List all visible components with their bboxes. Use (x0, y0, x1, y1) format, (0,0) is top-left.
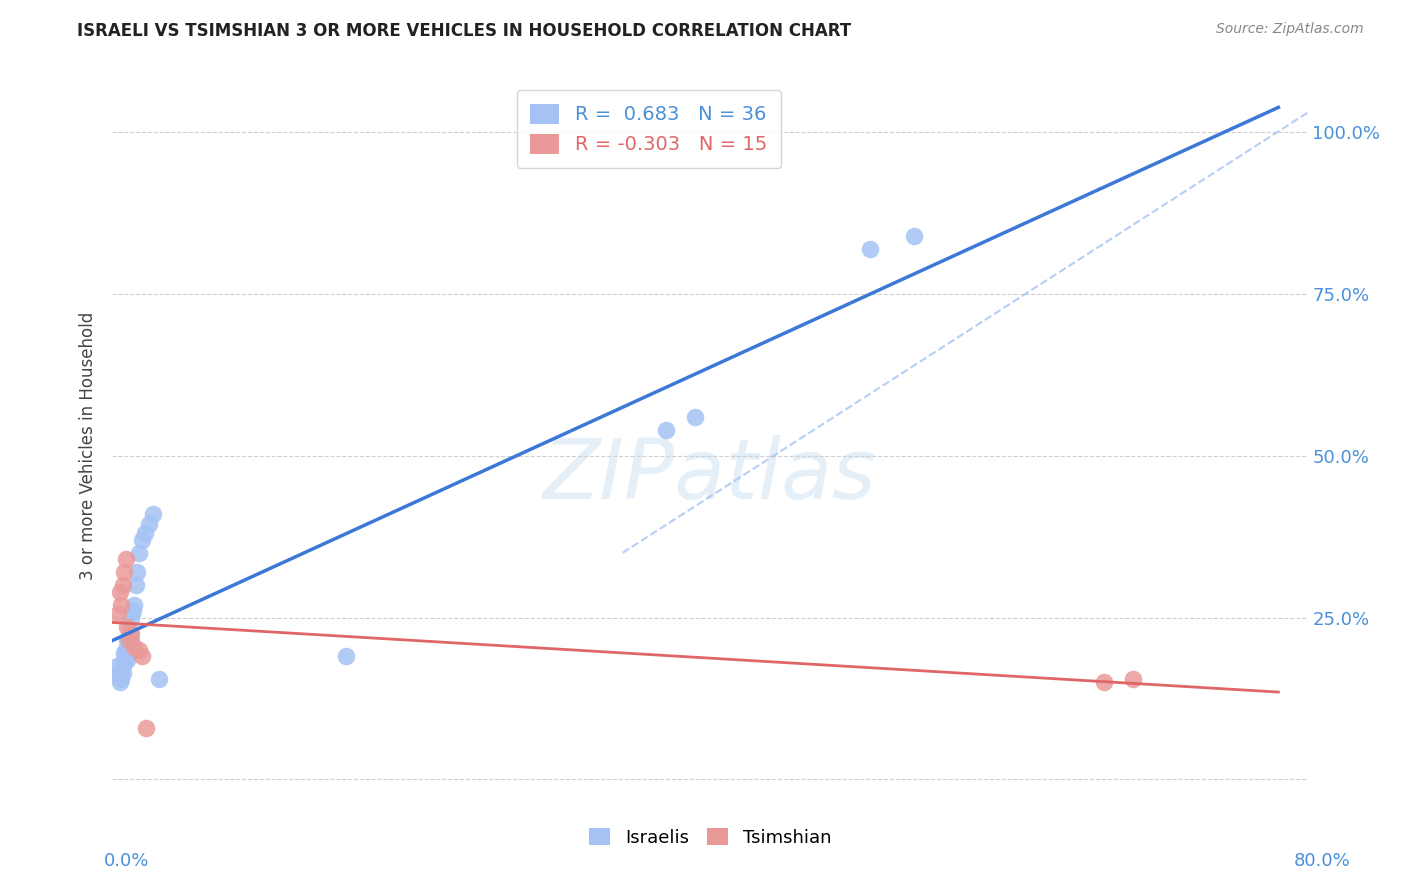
Point (112, 566, 135, 580)
Point (108, 669, 131, 683)
Point (118, 624, 141, 638)
Point (135, 721, 157, 735)
Point (138, 516, 160, 531)
Point (859, 242, 882, 256)
Text: 0.0%: 0.0% (104, 852, 149, 870)
Point (114, 552, 136, 566)
Point (110, 672, 132, 686)
Point (115, 633, 138, 648)
Point (124, 640, 146, 654)
Text: ZIPatlas: ZIPatlas (543, 434, 877, 516)
Point (117, 633, 139, 648)
Point (115, 652, 138, 666)
Point (111, 659, 134, 673)
Point (148, 672, 170, 686)
Point (124, 598, 146, 612)
Point (114, 646, 136, 660)
Legend: Israelis, Tsimshian: Israelis, Tsimshian (582, 822, 838, 854)
Point (128, 643, 150, 657)
Point (110, 598, 132, 612)
Text: Source: ZipAtlas.com: Source: ZipAtlas.com (1216, 22, 1364, 37)
Point (112, 646, 135, 660)
Point (118, 626, 141, 640)
Point (127, 566, 149, 580)
Point (108, 584, 131, 599)
Point (108, 675, 131, 690)
Point (117, 630, 139, 644)
Point (128, 546, 150, 560)
Y-axis label: 3 or more Vehicles in Household: 3 or more Vehicles in Household (79, 312, 97, 580)
Point (335, 649, 357, 664)
Point (115, 640, 138, 654)
Point (655, 423, 678, 437)
Point (107, 607, 129, 622)
Point (122, 604, 145, 618)
Point (120, 633, 142, 648)
Point (1122, 672, 1144, 686)
Point (105, 659, 128, 673)
Point (120, 610, 142, 624)
Point (131, 533, 153, 547)
Point (142, 507, 165, 521)
Text: 80.0%: 80.0% (1294, 852, 1350, 870)
Text: ISRAELI VS TSIMSHIAN 3 OR MORE VEHICLES IN HOUSEHOLD CORRELATION CHART: ISRAELI VS TSIMSHIAN 3 OR MORE VEHICLES … (77, 22, 852, 40)
Point (115, 620, 138, 634)
Point (110, 662, 132, 676)
Point (117, 646, 139, 660)
Point (131, 649, 153, 664)
Point (120, 626, 142, 640)
Point (111, 578, 134, 592)
Point (1092, 675, 1115, 690)
Point (111, 665, 134, 680)
Point (125, 578, 148, 592)
Point (112, 652, 135, 666)
Point (134, 526, 156, 541)
Point (903, 228, 925, 243)
Point (114, 643, 136, 657)
Point (685, 409, 707, 424)
Point (107, 665, 129, 680)
